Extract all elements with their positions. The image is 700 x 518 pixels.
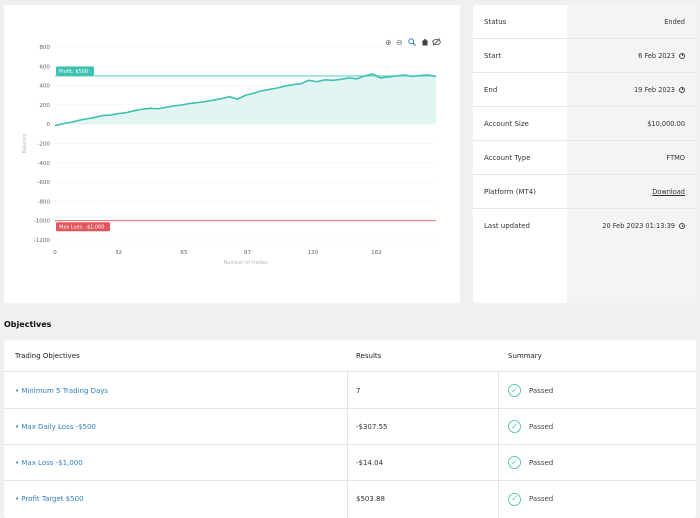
- objectives-title: Objectives: [4, 320, 52, 329]
- table-row: • Profit Target $500 $503.88 ✓ Passed: [4, 481, 696, 517]
- summary-text: Passed: [529, 422, 554, 431]
- objective-name: Max Daily Loss -$500: [21, 422, 96, 431]
- account-type-value: FTMO: [666, 153, 685, 162]
- y-tick-label: -1200: [34, 238, 51, 244]
- objective-name: Profit Target $500: [21, 495, 84, 503]
- objective-name: Max Loss -$1,000: [21, 458, 83, 467]
- start-date-text: 6 Feb 2023: [638, 51, 675, 60]
- home-icon[interactable]: [421, 38, 429, 48]
- y-tick-label: 800: [39, 45, 50, 51]
- zoom-in-icon[interactable]: ⊕: [385, 38, 392, 47]
- end-date-text: 19 Feb 2023: [633, 85, 675, 94]
- header-trading-objectives: Trading Objectives: [15, 351, 80, 360]
- max-loss-badge: Max Loss: -$1,000: [59, 225, 104, 231]
- max-loss-badge-bg: [56, 222, 110, 232]
- table-header: Trading Objectives Results Summary: [4, 340, 696, 372]
- objective-link[interactable]: • Max Daily Loss -$500: [15, 422, 96, 431]
- table-row: • Minimum 5 Trading Days 7 ✓ Passed: [4, 373, 696, 409]
- clock-icon: [679, 52, 685, 59]
- check-circle-icon: ✓: [508, 456, 521, 469]
- summary-text: Passed: [529, 458, 554, 467]
- balance-chart: 8006004002000-200-400-600-800-1000-12000…: [22, 45, 437, 266]
- info-row-start: Start 6 Feb 2023: [473, 39, 697, 73]
- x-tick-label: 97: [244, 250, 252, 256]
- x-axis-label: Number of trades: [223, 260, 267, 266]
- header-summary: Summary: [508, 351, 542, 360]
- info-row-status: Status Ended: [473, 5, 697, 39]
- objective-link[interactable]: • Profit Target $500: [15, 495, 84, 503]
- check-circle-icon: ✓: [508, 384, 521, 397]
- info-label: Status: [484, 17, 507, 26]
- y-tick-label: -600: [37, 180, 50, 186]
- y-tick-label: 400: [39, 84, 50, 90]
- objective-link[interactable]: • Max Loss -$1,000: [15, 458, 83, 467]
- last-updated-value: 20 Feb 2023 01:13:39: [602, 222, 685, 230]
- y-tick-label: -1000: [34, 219, 51, 225]
- column-divider: [347, 372, 348, 518]
- info-row-account-type: Account Type FTMO: [473, 141, 697, 175]
- objective-summary: ✓ Passed: [508, 420, 553, 433]
- balance-line: [54, 73, 437, 127]
- check-circle-icon: ✓: [508, 492, 521, 506]
- info-value-column: [567, 5, 697, 303]
- status-value: Ended: [664, 17, 685, 26]
- summary-text: Passed: [529, 386, 554, 395]
- objective-link[interactable]: • Minimum 5 Trading Days: [15, 386, 109, 395]
- magnifier-icon[interactable]: [408, 38, 416, 48]
- end-value: 19 Feb 2023: [634, 86, 685, 94]
- info-label: Start: [484, 51, 502, 60]
- column-divider: [498, 372, 499, 518]
- y-tick-label: -800: [37, 199, 50, 205]
- y-axis-label: Balance: [22, 134, 28, 154]
- last-updated-text: 20 Feb 2023 01:13:39: [602, 222, 675, 230]
- clock-icon: [679, 223, 685, 229]
- header-results: Results: [356, 351, 382, 360]
- profit-target-badge: Profit: $500: [59, 69, 88, 75]
- info-label: Account Type: [484, 153, 531, 162]
- account-size-value: $10,000.00: [647, 119, 685, 128]
- info-row-last-updated: Last updated 20 Feb 2023 01:13:39: [473, 209, 697, 243]
- clock-icon: [679, 86, 685, 93]
- objective-result: 7: [356, 386, 361, 395]
- start-value: 6 Feb 2023: [638, 52, 685, 60]
- info-label: Last updated: [484, 222, 530, 230]
- profit-target-badge-bg: [56, 66, 94, 76]
- objective-summary: ✓ Passed: [508, 456, 553, 469]
- check-circle-icon: ✓: [508, 420, 521, 433]
- x-tick-label: 32: [115, 250, 122, 256]
- info-row-end: End 19 Feb 2023: [473, 73, 697, 107]
- objective-summary: ✓ Passed: [508, 384, 553, 397]
- y-tick-label: 0: [46, 122, 50, 128]
- objective-result: $503.88: [356, 495, 385, 503]
- hide-icon[interactable]: [432, 38, 441, 48]
- objective-summary: ✓ Passed: [508, 492, 554, 506]
- x-tick-label: 162: [371, 250, 382, 256]
- info-label: End: [484, 85, 498, 94]
- objective-name: Minimum 5 Trading Days: [21, 386, 109, 395]
- info-row-platform: Platform (MT4) Download: [473, 175, 697, 209]
- table-row: • Max Daily Loss -$500 -$307.55 ✓ Passed: [4, 409, 696, 445]
- objectives-table: Trading Objectives Results Summary • Min…: [4, 340, 696, 518]
- balance-area: [55, 74, 436, 126]
- info-label: Account Size: [484, 119, 529, 128]
- objective-result: -$307.55: [356, 422, 388, 431]
- y-tick-label: -200: [37, 142, 50, 148]
- account-info-card: Status Ended Start 6 Feb 2023 End 19 Feb…: [473, 5, 697, 303]
- y-tick-label: 200: [39, 103, 50, 109]
- info-row-account-size: Account Size $10,000.00: [473, 107, 697, 141]
- zoom-out-icon[interactable]: ⊖: [396, 38, 403, 47]
- table-row: • Max Loss -$1,000 -$14.04 ✓ Passed: [4, 445, 696, 481]
- x-tick-label: 0: [53, 250, 57, 256]
- y-tick-label: 600: [39, 64, 50, 70]
- x-tick-label: 130: [308, 250, 319, 256]
- download-link[interactable]: Download: [652, 187, 685, 196]
- x-tick-label: 65: [180, 250, 188, 256]
- objective-result: -$14.04: [356, 458, 384, 467]
- summary-text: Passed: [529, 495, 554, 503]
- balance-chart-card: ⊕ ⊖ 800 600 400 200 0 -200 -400 -600 -800 -1000 -1…: [4, 5, 460, 303]
- y-tick-label: -400: [37, 161, 50, 167]
- info-label: Platform (MT4): [484, 187, 536, 196]
